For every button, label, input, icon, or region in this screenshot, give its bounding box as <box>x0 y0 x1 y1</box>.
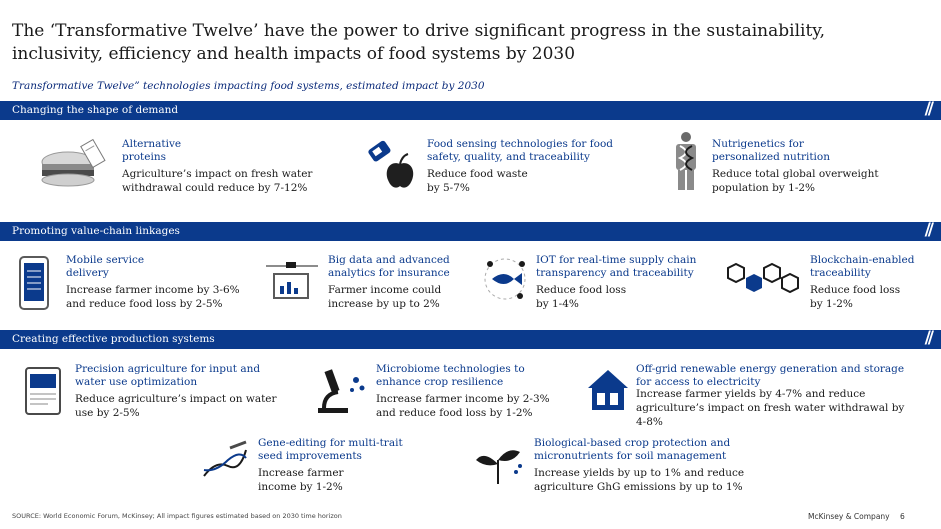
analytics-drone-icon <box>266 262 318 299</box>
tech-gene-editing: Gene-editing for multi-trait seed improv… <box>258 437 418 494</box>
tech-heading: Nutrigenetics for personalized nutrition <box>712 138 830 163</box>
iot-fish-icon <box>484 258 526 300</box>
tech-heading: Off-grid renewable energy generation and… <box>636 363 905 388</box>
slash-decoration-icon: // <box>924 99 935 119</box>
tech-impact: Increase farmer yields by 4-7% and reduc… <box>636 388 905 428</box>
tech-heading: Alternative proteins <box>122 138 182 163</box>
tech-microbiome: Microbiome technologies to enhance crop … <box>376 363 556 420</box>
tech-impact: Reduce total global overweight populatio… <box>712 168 879 194</box>
tech-precision-agriculture: Precision agriculture for input and wate… <box>75 363 285 420</box>
tech-impact: Reduce food waste by 5-7% <box>427 168 528 194</box>
section-band-production: Creating effective production systems // <box>0 328 941 349</box>
tech-biological-crop-protection: Biological-based crop protection and mic… <box>534 437 754 494</box>
tech-impact: Agriculture’s impact on fresh water with… <box>122 168 313 194</box>
tech-impact: Farmer income could increase by up to 2% <box>328 284 442 310</box>
tech-big-data: Big data and advanced analytics for insu… <box>328 254 478 311</box>
tech-alternative-proteins: Alternative proteins Agriculture’s impac… <box>122 138 332 195</box>
slash-decoration-icon: // <box>924 328 935 348</box>
house-solar-icon <box>588 370 628 410</box>
tech-heading: Microbiome technologies to enhance crop … <box>376 363 525 388</box>
tech-heading: Gene-editing for multi-trait seed improv… <box>258 437 403 462</box>
slash-decoration-icon: // <box>924 220 935 240</box>
sprout-icon <box>476 450 522 484</box>
apple-sensor-icon <box>368 140 414 188</box>
brand-logo: McKinsey & Company <box>808 512 890 521</box>
page-title: The ‘Transformative Twelve’ have the pow… <box>12 21 826 64</box>
blockchain-hexagon-icon <box>727 262 799 294</box>
microscope-icon <box>318 369 365 413</box>
tech-mobile-service: Mobile service delivery Increase farmer … <box>66 254 246 311</box>
section-band-demand: Changing the shape of demand // <box>0 99 941 120</box>
section-label: Changing the shape of demand <box>12 104 179 116</box>
tech-heading: Blockchain-enabled traceability <box>810 254 915 279</box>
tech-iot: IOT for real-time supply chain transpare… <box>536 254 716 311</box>
mobile-phone-icon <box>19 256 49 310</box>
tech-impact: Reduce agriculture’s impact on water use… <box>75 393 277 419</box>
tech-heading: Mobile service delivery <box>66 254 145 279</box>
tech-impact: Increase farmer income by 2-3% and reduc… <box>376 393 550 419</box>
page-subtitle: Transformative Twelve” technologies impa… <box>12 80 485 92</box>
tech-off-grid-energy: Off-grid renewable energy generation and… <box>636 363 916 429</box>
tech-nutrigenetics: Nutrigenetics for personalized nutrition… <box>712 138 912 195</box>
tech-food-sensing: Food sensing technologies for food safet… <box>427 138 627 195</box>
source-footnote: SOURCE: World Economic Forum, McKinsey; … <box>12 512 342 520</box>
section-band-value-chain: Promoting value-chain linkages // <box>0 220 941 241</box>
tech-impact: Increase yields by up to 1% and reduce a… <box>534 467 745 493</box>
tech-heading: IOT for real-time supply chain transpare… <box>536 254 697 279</box>
page-number: 6 <box>900 512 905 521</box>
dna-syringe-icon <box>203 440 247 477</box>
burger-icon <box>41 138 106 187</box>
person-dna-icon <box>676 132 696 190</box>
tech-heading: Precision agriculture for input and wate… <box>75 363 261 388</box>
tech-heading: Big data and advanced analytics for insu… <box>328 254 450 279</box>
section-label: Promoting value-chain linkages <box>12 225 180 237</box>
tech-impact: Increase farmer income by 3-6% and reduc… <box>66 284 240 310</box>
section-label: Creating effective production systems <box>12 333 215 345</box>
tech-heading: Biological-based crop protection and mic… <box>534 437 731 462</box>
tech-heading: Food sensing technologies for food safet… <box>427 138 614 163</box>
tablet-icon <box>25 367 61 415</box>
tech-blockchain: Blockchain-enabled traceability Reduce f… <box>810 254 935 311</box>
tech-impact: Increase farmer income by 1-2% <box>258 467 344 493</box>
tech-impact: Reduce food loss by 1-4% <box>536 284 627 310</box>
tech-impact: Reduce food loss by 1-2% <box>810 284 901 310</box>
